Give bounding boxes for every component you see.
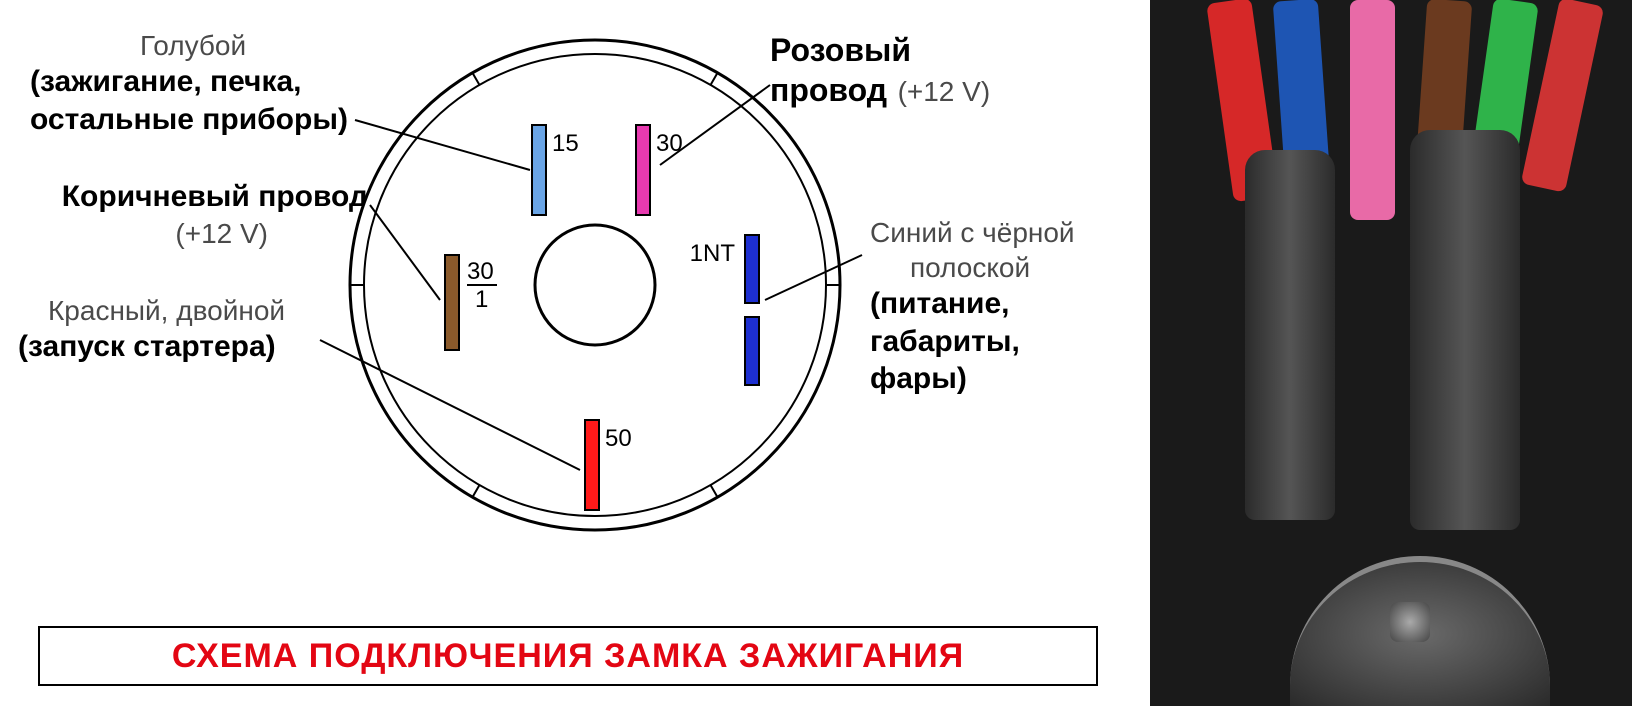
wire-pink [1350,0,1395,220]
lock-nut [1390,602,1430,642]
diagram-panel: Голубой (зажигание, печка, остальные при… [0,0,1150,706]
photo-panel [1150,0,1632,706]
diagram-title: СХЕМА ПОДКЛЮЧЕНИЯ ЗАМКА ЗАЖИГАНИЯ [172,637,964,676]
leader-lines [0,0,1150,706]
boot-left [1245,150,1335,520]
title-bar: СХЕМА ПОДКЛЮЧЕНИЯ ЗАМКА ЗАЖИГАНИЯ [38,626,1098,686]
boot-right [1410,130,1520,530]
lock-base [1290,556,1550,706]
